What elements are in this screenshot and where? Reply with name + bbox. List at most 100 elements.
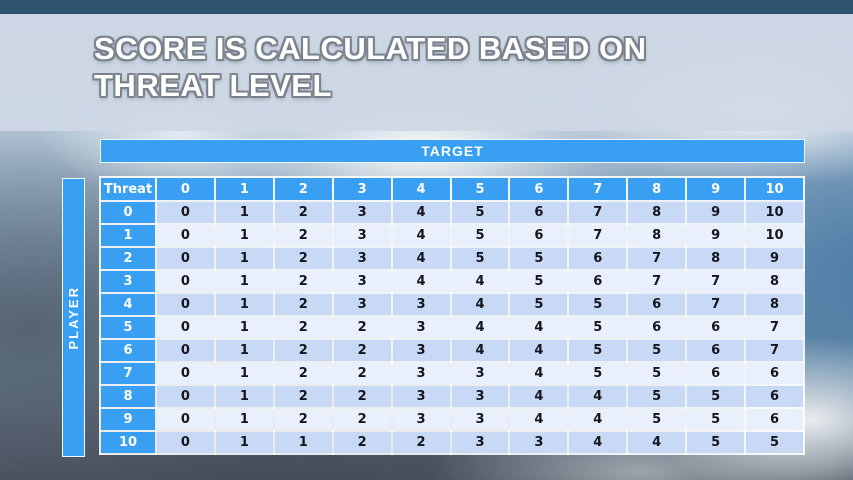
score-cell: 5	[744, 430, 805, 455]
score-cell: 6	[626, 315, 688, 340]
score-cell: 2	[331, 361, 393, 386]
score-cell: 3	[390, 361, 452, 386]
score-cell: 8	[744, 292, 805, 317]
threat-row-header: 10	[99, 430, 157, 455]
score-cell: 8	[685, 246, 747, 271]
score-cell: 2	[272, 200, 334, 225]
score-cell: 7	[685, 292, 747, 317]
score-cell: 4	[390, 246, 452, 271]
score-cell: 0	[155, 338, 216, 363]
score-cell: 2	[272, 407, 334, 432]
score-cell: 4	[508, 361, 570, 386]
score-cell: 5	[626, 338, 688, 363]
score-cell: 6	[744, 361, 805, 386]
score-cell: 6	[508, 200, 570, 225]
target-column-header: 6	[508, 176, 570, 202]
score-cell: 5	[626, 384, 688, 409]
threat-row-header: 2	[99, 246, 157, 271]
score-cell: 4	[449, 269, 511, 294]
score-cell: 4	[390, 269, 452, 294]
score-cell: 7	[685, 269, 747, 294]
score-cell: 1	[213, 384, 275, 409]
player-axis-label: PLAYER	[66, 285, 81, 350]
score-cell: 4	[567, 407, 629, 432]
player-axis-band: PLAYER	[62, 178, 85, 457]
score-cell: 4	[508, 338, 570, 363]
score-cell: 2	[272, 292, 334, 317]
target-column-header: 5	[449, 176, 511, 202]
score-cell: 3	[390, 407, 452, 432]
score-cell: 4	[390, 223, 452, 248]
score-cell: 5	[685, 384, 747, 409]
score-cell: 1	[213, 430, 275, 455]
score-cell: 0	[155, 246, 216, 271]
target-column-header: 8	[626, 176, 688, 202]
score-cell: 7	[744, 338, 805, 363]
threat-row-header: 6	[99, 338, 157, 363]
score-cell: 1	[272, 430, 334, 455]
score-cell: 3	[508, 430, 570, 455]
score-cell: 3	[390, 384, 452, 409]
score-cell: 3	[390, 292, 452, 317]
score-cell: 5	[449, 246, 511, 271]
score-cell: 3	[449, 361, 511, 386]
score-cell: 0	[155, 361, 216, 386]
target-axis-band: TARGET	[100, 139, 805, 163]
target-column-header: 7	[567, 176, 629, 202]
score-cell: 1	[213, 407, 275, 432]
slide-title-line2: THREAT LEVEL	[94, 68, 332, 103]
score-cell: 2	[331, 407, 393, 432]
title-band: SCORE IS CALCULATED BASED ON THREAT LEVEL	[0, 14, 853, 131]
score-cell: 4	[508, 407, 570, 432]
score-cell: 1	[213, 315, 275, 340]
score-cell: 1	[213, 246, 275, 271]
score-cell: 1	[213, 292, 275, 317]
score-cell: 0	[155, 269, 216, 294]
score-cell: 0	[155, 315, 216, 340]
score-cell: 2	[272, 361, 334, 386]
score-cell: 6	[744, 407, 805, 432]
threat-row-header: 9	[99, 407, 157, 432]
score-cell: 9	[744, 246, 805, 271]
target-column-header: 2	[272, 176, 334, 202]
score-cell: 8	[626, 223, 688, 248]
score-cell: 3	[331, 292, 393, 317]
score-cell: 5	[567, 292, 629, 317]
score-row: 1 0 1 2 3 4 5 6 7 8 9 10	[99, 223, 805, 248]
score-cell: 5	[626, 361, 688, 386]
score-cell: 3	[331, 269, 393, 294]
score-cell: 4	[567, 430, 629, 455]
score-cell: 7	[744, 315, 805, 340]
score-cell: 0	[155, 407, 216, 432]
score-cell: 4	[567, 384, 629, 409]
threat-row-header: 8	[99, 384, 157, 409]
score-row: 0 0 1 2 3 4 5 6 7 8 9 10	[99, 200, 805, 225]
score-cell: 3	[331, 223, 393, 248]
score-cell: 3	[449, 407, 511, 432]
target-column-header: 3	[331, 176, 393, 202]
score-cell: 3	[449, 430, 511, 455]
score-cell: 4	[390, 200, 452, 225]
score-cell: 3	[331, 246, 393, 271]
score-cell: 2	[390, 430, 452, 455]
score-cell: 5	[449, 200, 511, 225]
score-cell: 2	[272, 384, 334, 409]
score-cell: 3	[390, 338, 452, 363]
target-column-header: 9	[685, 176, 747, 202]
score-cell: 6	[685, 338, 747, 363]
score-cell: 4	[449, 315, 511, 340]
score-cell: 2	[272, 246, 334, 271]
score-cell: 1	[213, 269, 275, 294]
slide-title: SCORE IS CALCULATED BASED ON THREAT LEVEL	[94, 30, 814, 104]
score-cell: 5	[567, 338, 629, 363]
score-cell: 6	[508, 223, 570, 248]
threat-row-header: 4	[99, 292, 157, 317]
score-cell: 9	[685, 223, 747, 248]
score-cell: 1	[213, 361, 275, 386]
score-cell: 6	[744, 384, 805, 409]
score-cell: 3	[390, 315, 452, 340]
